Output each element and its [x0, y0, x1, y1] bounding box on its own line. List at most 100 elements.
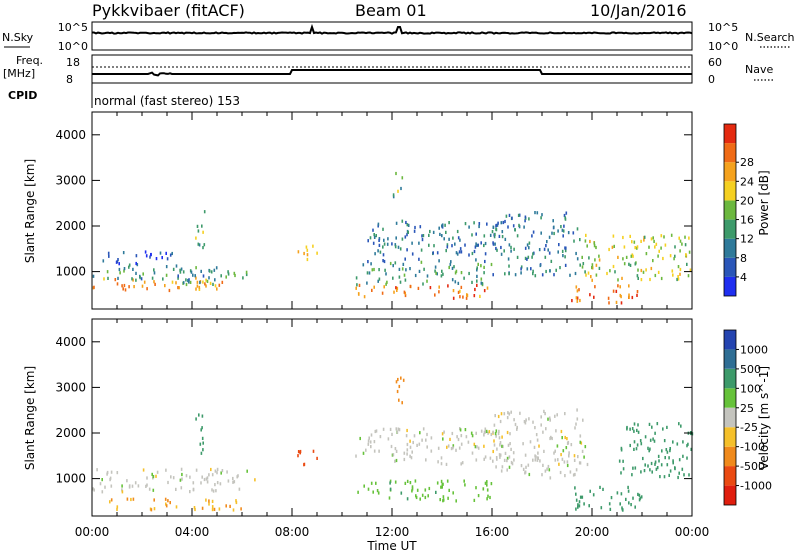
y-tick-label: 4000	[55, 335, 86, 349]
data-cell	[460, 285, 463, 289]
data-cell	[556, 444, 559, 448]
data-cell	[123, 269, 125, 273]
data-cell	[411, 241, 413, 245]
data-cell	[553, 451, 555, 455]
data-cell	[572, 231, 575, 235]
data-cell	[480, 277, 483, 281]
data-cell	[496, 223, 499, 227]
data-cell	[612, 264, 615, 269]
data-cell	[218, 507, 221, 511]
data-cell	[534, 426, 536, 430]
data-cell	[180, 467, 183, 471]
data-cell	[679, 267, 682, 272]
data-cell	[475, 486, 477, 490]
data-cell	[506, 459, 508, 463]
data-cell	[528, 417, 530, 421]
data-cell	[483, 234, 486, 238]
data-cell	[684, 235, 686, 239]
data-cell	[483, 444, 485, 448]
data-cell	[572, 473, 575, 477]
data-cell	[564, 263, 567, 267]
data-cell	[476, 283, 478, 287]
data-cell	[403, 451, 406, 455]
data-cell	[444, 223, 446, 227]
data-cell	[551, 231, 553, 235]
data-cell	[620, 295, 622, 299]
data-cell	[575, 422, 577, 426]
data-cell	[480, 264, 482, 268]
data-cell	[684, 243, 687, 247]
data-cell	[316, 251, 318, 255]
data-cell	[414, 225, 416, 230]
data-cell	[496, 457, 498, 461]
data-cell	[456, 252, 459, 256]
data-cell	[532, 272, 534, 276]
data-cell	[383, 242, 386, 246]
data-cell	[188, 280, 190, 284]
data-cell	[500, 252, 503, 256]
data-cell	[124, 288, 127, 292]
colorbar-cell	[724, 238, 736, 258]
data-cell	[435, 490, 437, 494]
data-cell	[459, 289, 461, 293]
data-cell	[208, 473, 210, 477]
data-cell	[440, 479, 443, 483]
data-cell	[544, 412, 546, 416]
data-cell	[463, 276, 465, 280]
data-cell	[540, 216, 542, 220]
data-cell	[688, 236, 690, 240]
data-cell	[513, 458, 515, 462]
data-cell	[454, 242, 456, 246]
data-cell	[460, 250, 463, 254]
data-cell	[676, 277, 678, 282]
data-cell	[534, 458, 537, 462]
data-cell	[570, 443, 573, 447]
data-cell	[399, 280, 402, 284]
data-cell	[203, 210, 206, 214]
nsky-tick-top: 10^5	[58, 21, 88, 34]
data-cell	[525, 465, 527, 469]
data-cell	[153, 280, 155, 284]
data-cell	[489, 456, 492, 460]
data-cell	[369, 236, 372, 240]
data-cell	[608, 502, 611, 506]
data-cell	[409, 439, 411, 443]
data-cell	[510, 447, 512, 451]
x-tick-label: 00:00	[675, 525, 710, 539]
data-cell	[669, 469, 672, 473]
data-cell	[658, 459, 660, 463]
data-cell	[642, 270, 645, 274]
data-cell	[189, 490, 191, 494]
data-cell	[477, 262, 479, 266]
data-cell	[643, 238, 645, 242]
data-cell	[555, 268, 557, 272]
data-cell	[377, 222, 380, 226]
data-cell	[484, 427, 487, 431]
data-cell	[218, 283, 221, 287]
data-cell	[616, 491, 619, 495]
data-cell	[672, 440, 674, 444]
data-cell	[411, 489, 413, 493]
data-cell	[198, 285, 201, 290]
data-cell	[569, 470, 572, 474]
data-cell	[654, 462, 656, 466]
data-cell	[202, 280, 204, 284]
data-cell	[561, 436, 563, 440]
data-cell	[636, 293, 638, 297]
data-cell	[678, 458, 681, 462]
data-cell	[306, 248, 309, 252]
data-cell	[121, 490, 124, 494]
data-cell	[607, 296, 610, 300]
velocity-x-ticks	[91, 319, 693, 516]
data-cell	[578, 288, 580, 292]
data-cell	[540, 231, 542, 235]
data-cell	[146, 483, 148, 487]
data-cell	[175, 487, 177, 491]
data-cell	[395, 171, 397, 176]
data-cell	[200, 428, 202, 432]
data-cell	[640, 470, 642, 474]
nsearch-tick-top: 10^5	[708, 21, 738, 34]
data-cell	[485, 429, 488, 433]
data-cell	[442, 499, 444, 503]
data-cell	[672, 461, 674, 465]
